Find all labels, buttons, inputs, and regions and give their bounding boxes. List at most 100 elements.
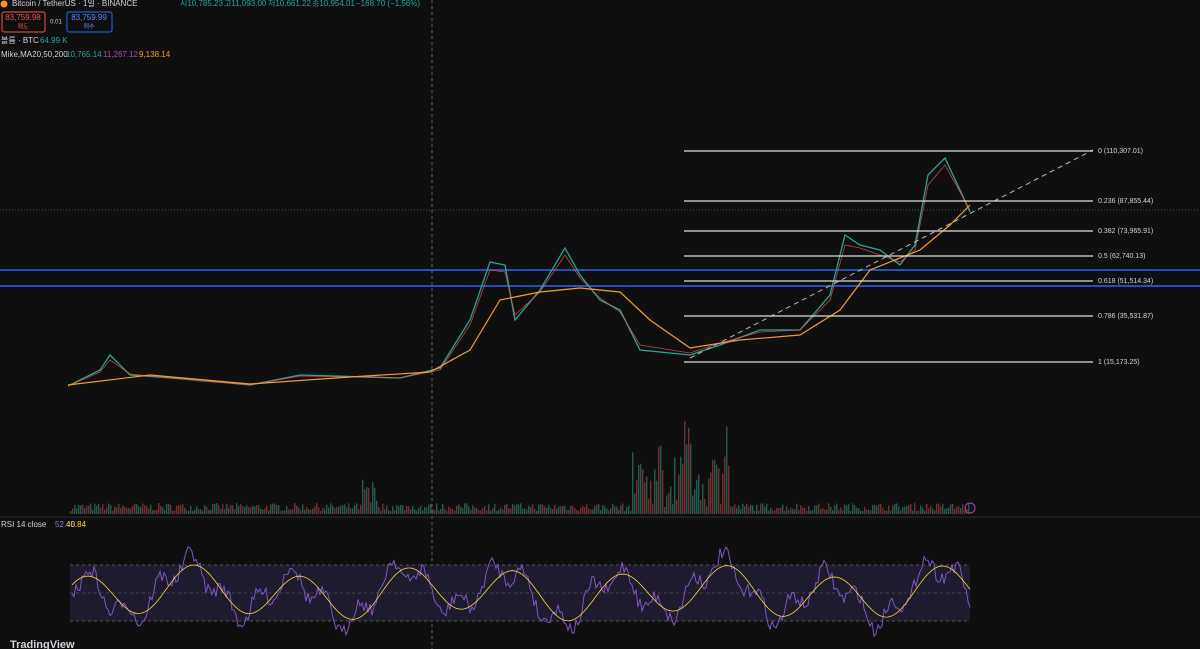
volume-bar xyxy=(388,510,390,514)
volume-bar xyxy=(350,508,352,514)
volume-bar xyxy=(662,470,664,514)
volume-bar xyxy=(740,509,742,514)
price-candles xyxy=(67,164,971,387)
volume-bar xyxy=(386,505,388,514)
volume-bar xyxy=(314,506,316,514)
volume-bar xyxy=(838,509,840,514)
volume-bar xyxy=(422,510,424,514)
buy-button[interactable] xyxy=(66,11,113,33)
volume-bar xyxy=(950,504,952,514)
volume-bar xyxy=(428,504,430,514)
volume-bar xyxy=(212,503,214,514)
volume-bar xyxy=(808,506,810,514)
change: −168.70 (−1.56%) xyxy=(356,0,420,8)
volume-bar xyxy=(294,503,296,514)
sell-button[interactable] xyxy=(1,11,46,33)
volume-bar xyxy=(682,464,684,514)
volume-bar xyxy=(646,476,648,514)
buy-label: 매수 xyxy=(83,23,95,31)
volume-bar xyxy=(474,507,476,514)
rsi-ma xyxy=(71,564,971,622)
volume-bar xyxy=(886,510,888,514)
volume-bar xyxy=(488,504,490,514)
volume-bar xyxy=(790,507,792,514)
volume-bar xyxy=(320,510,322,514)
volume-bar xyxy=(266,505,268,514)
alert-icon[interactable] xyxy=(964,502,976,514)
volume-bar xyxy=(492,508,494,514)
volume-bar xyxy=(512,503,514,514)
volume-bar xyxy=(722,473,724,514)
volume-bar xyxy=(532,504,534,514)
volume-bar xyxy=(610,508,612,514)
volume-bar xyxy=(406,506,408,514)
volume-bar xyxy=(216,503,218,514)
volume-bar xyxy=(814,505,816,514)
volume-bar xyxy=(186,510,188,514)
volume-bar xyxy=(716,464,718,514)
volume-bar xyxy=(92,510,94,514)
volume-bar xyxy=(782,504,784,514)
volume-bar xyxy=(754,510,756,514)
fib-label: 0.382 (73,965.91) xyxy=(1098,228,1153,235)
volume-bar xyxy=(698,474,700,514)
volume-bar xyxy=(198,508,200,514)
volume-bar xyxy=(762,503,764,514)
volume-bar xyxy=(84,508,86,514)
fib-label: 0 (110,307.01) xyxy=(1098,148,1143,155)
volume-bar xyxy=(140,506,142,514)
volume-bar xyxy=(540,504,542,514)
volume-bar xyxy=(160,505,162,514)
volume-bar xyxy=(284,510,286,514)
volume-bar xyxy=(286,506,288,514)
volume-bar xyxy=(340,505,342,514)
volume-bar xyxy=(632,452,634,514)
volume-bar xyxy=(382,503,384,514)
volume-bar xyxy=(884,510,886,514)
trend-line xyxy=(689,149,1094,359)
volume-bar xyxy=(120,508,122,514)
volume-bar xyxy=(374,487,376,514)
volume-bar xyxy=(450,508,452,514)
volume-bar xyxy=(934,510,936,514)
volume-bar xyxy=(736,508,738,514)
volume-bar xyxy=(826,509,828,514)
volume-bar xyxy=(184,508,186,514)
volume-bar xyxy=(718,468,720,514)
volume-bar xyxy=(720,503,722,514)
volume-bar xyxy=(650,480,652,514)
volume-bar xyxy=(942,503,944,514)
volume-bar xyxy=(148,508,150,514)
volume-bar xyxy=(404,510,406,514)
volume-bar xyxy=(742,503,744,514)
volume-bar xyxy=(694,489,696,514)
volume-bar xyxy=(276,504,278,514)
volume-bar xyxy=(536,510,538,514)
volume-bar xyxy=(534,509,536,514)
volume-bar xyxy=(922,507,924,514)
volume-bar xyxy=(908,505,910,514)
volume-bar xyxy=(686,444,688,514)
volume-bar xyxy=(780,507,782,514)
volume-bar xyxy=(644,482,646,514)
volume-bar xyxy=(892,505,894,514)
volume-bar xyxy=(622,503,624,514)
volume-bar xyxy=(426,507,428,514)
volume-bar xyxy=(948,507,950,514)
volume-bar xyxy=(552,509,554,514)
volume-bar xyxy=(338,506,340,514)
volume-bar xyxy=(774,510,776,514)
volume-bar xyxy=(270,504,272,514)
volume-bar xyxy=(390,510,392,514)
volume-bar xyxy=(902,507,904,514)
volume-bar xyxy=(136,504,138,514)
symbol: Bitcoin / TetherUS · 1일 · BINANCE xyxy=(12,0,137,8)
volume-bar xyxy=(562,506,564,514)
fib-label: 0.786 (35,531.87) xyxy=(1098,313,1153,320)
volume-bar xyxy=(486,510,488,514)
volume-label: 볼륨 · BTC xyxy=(1,35,39,45)
volume-bar xyxy=(660,445,662,514)
volume-bar xyxy=(598,504,600,514)
volume-bar xyxy=(462,507,464,514)
